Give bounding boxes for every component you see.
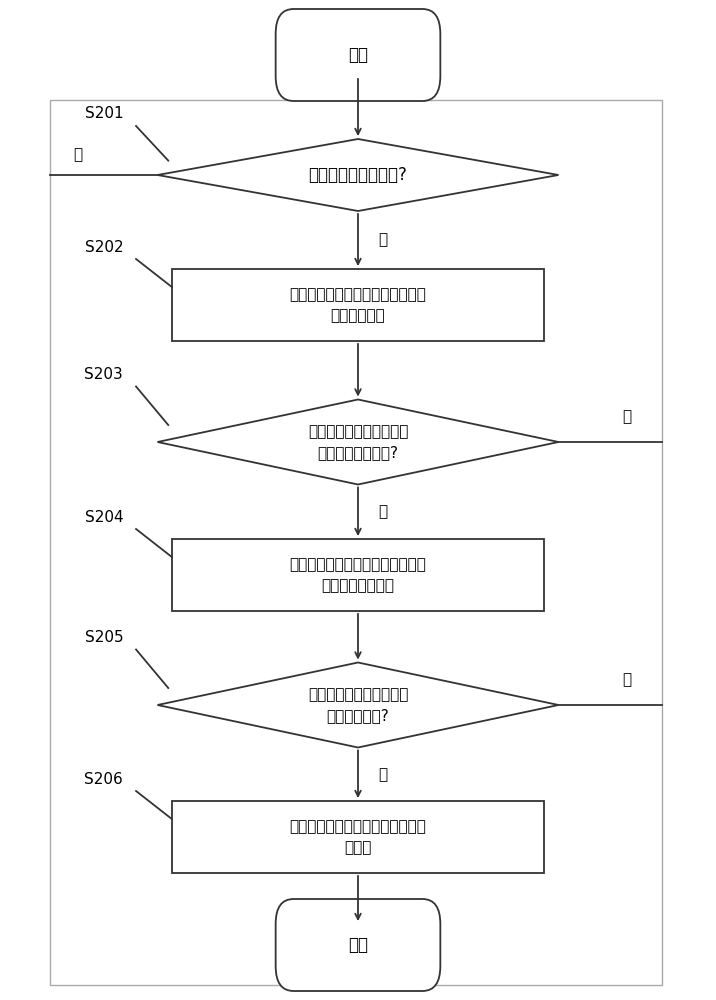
- FancyBboxPatch shape: [276, 899, 440, 991]
- Text: 评估所述用户终端在第一制式下连
接态的移动性: 评估所述用户终端在第一制式下连 接态的移动性: [289, 287, 427, 323]
- Text: 向所述用户终端发送跨制式切换指
示消息: 向所述用户终端发送跨制式切换指 示消息: [289, 819, 427, 855]
- Polygon shape: [158, 139, 558, 211]
- Text: 用户终端处于高速运动状
态或中速运动状态?: 用户终端处于高速运动状 态或中速运动状态?: [308, 424, 408, 460]
- Text: S201: S201: [84, 106, 123, 121]
- Text: 用户终端处于连接态?: 用户终端处于连接态?: [309, 166, 407, 184]
- FancyBboxPatch shape: [276, 9, 440, 101]
- Text: S205: S205: [84, 630, 123, 645]
- Text: 将用户终端从第一制式切
换至第二制式?: 将用户终端从第一制式切 换至第二制式?: [308, 687, 408, 723]
- Bar: [172, 801, 544, 873]
- Bar: [50, 100, 662, 985]
- Text: 否: 否: [622, 672, 631, 688]
- Text: 是: 是: [379, 232, 387, 247]
- Bar: [172, 269, 544, 341]
- Text: 开始: 开始: [348, 46, 368, 64]
- Polygon shape: [158, 663, 558, 748]
- Text: 否: 否: [622, 409, 631, 424]
- Text: 是: 是: [379, 504, 387, 519]
- Text: 结束: 结束: [348, 936, 368, 954]
- Bar: [172, 539, 544, 611]
- Text: 生成用户终端在所述第一制式下的
运动状态指示信息: 生成用户终端在所述第一制式下的 运动状态指示信息: [289, 557, 427, 593]
- Polygon shape: [158, 399, 558, 484]
- Text: S202: S202: [84, 239, 123, 254]
- Text: 否: 否: [73, 147, 82, 162]
- Text: S203: S203: [84, 367, 123, 382]
- Text: S206: S206: [84, 772, 123, 786]
- Text: S204: S204: [84, 510, 123, 524]
- Text: 是: 是: [379, 767, 387, 782]
